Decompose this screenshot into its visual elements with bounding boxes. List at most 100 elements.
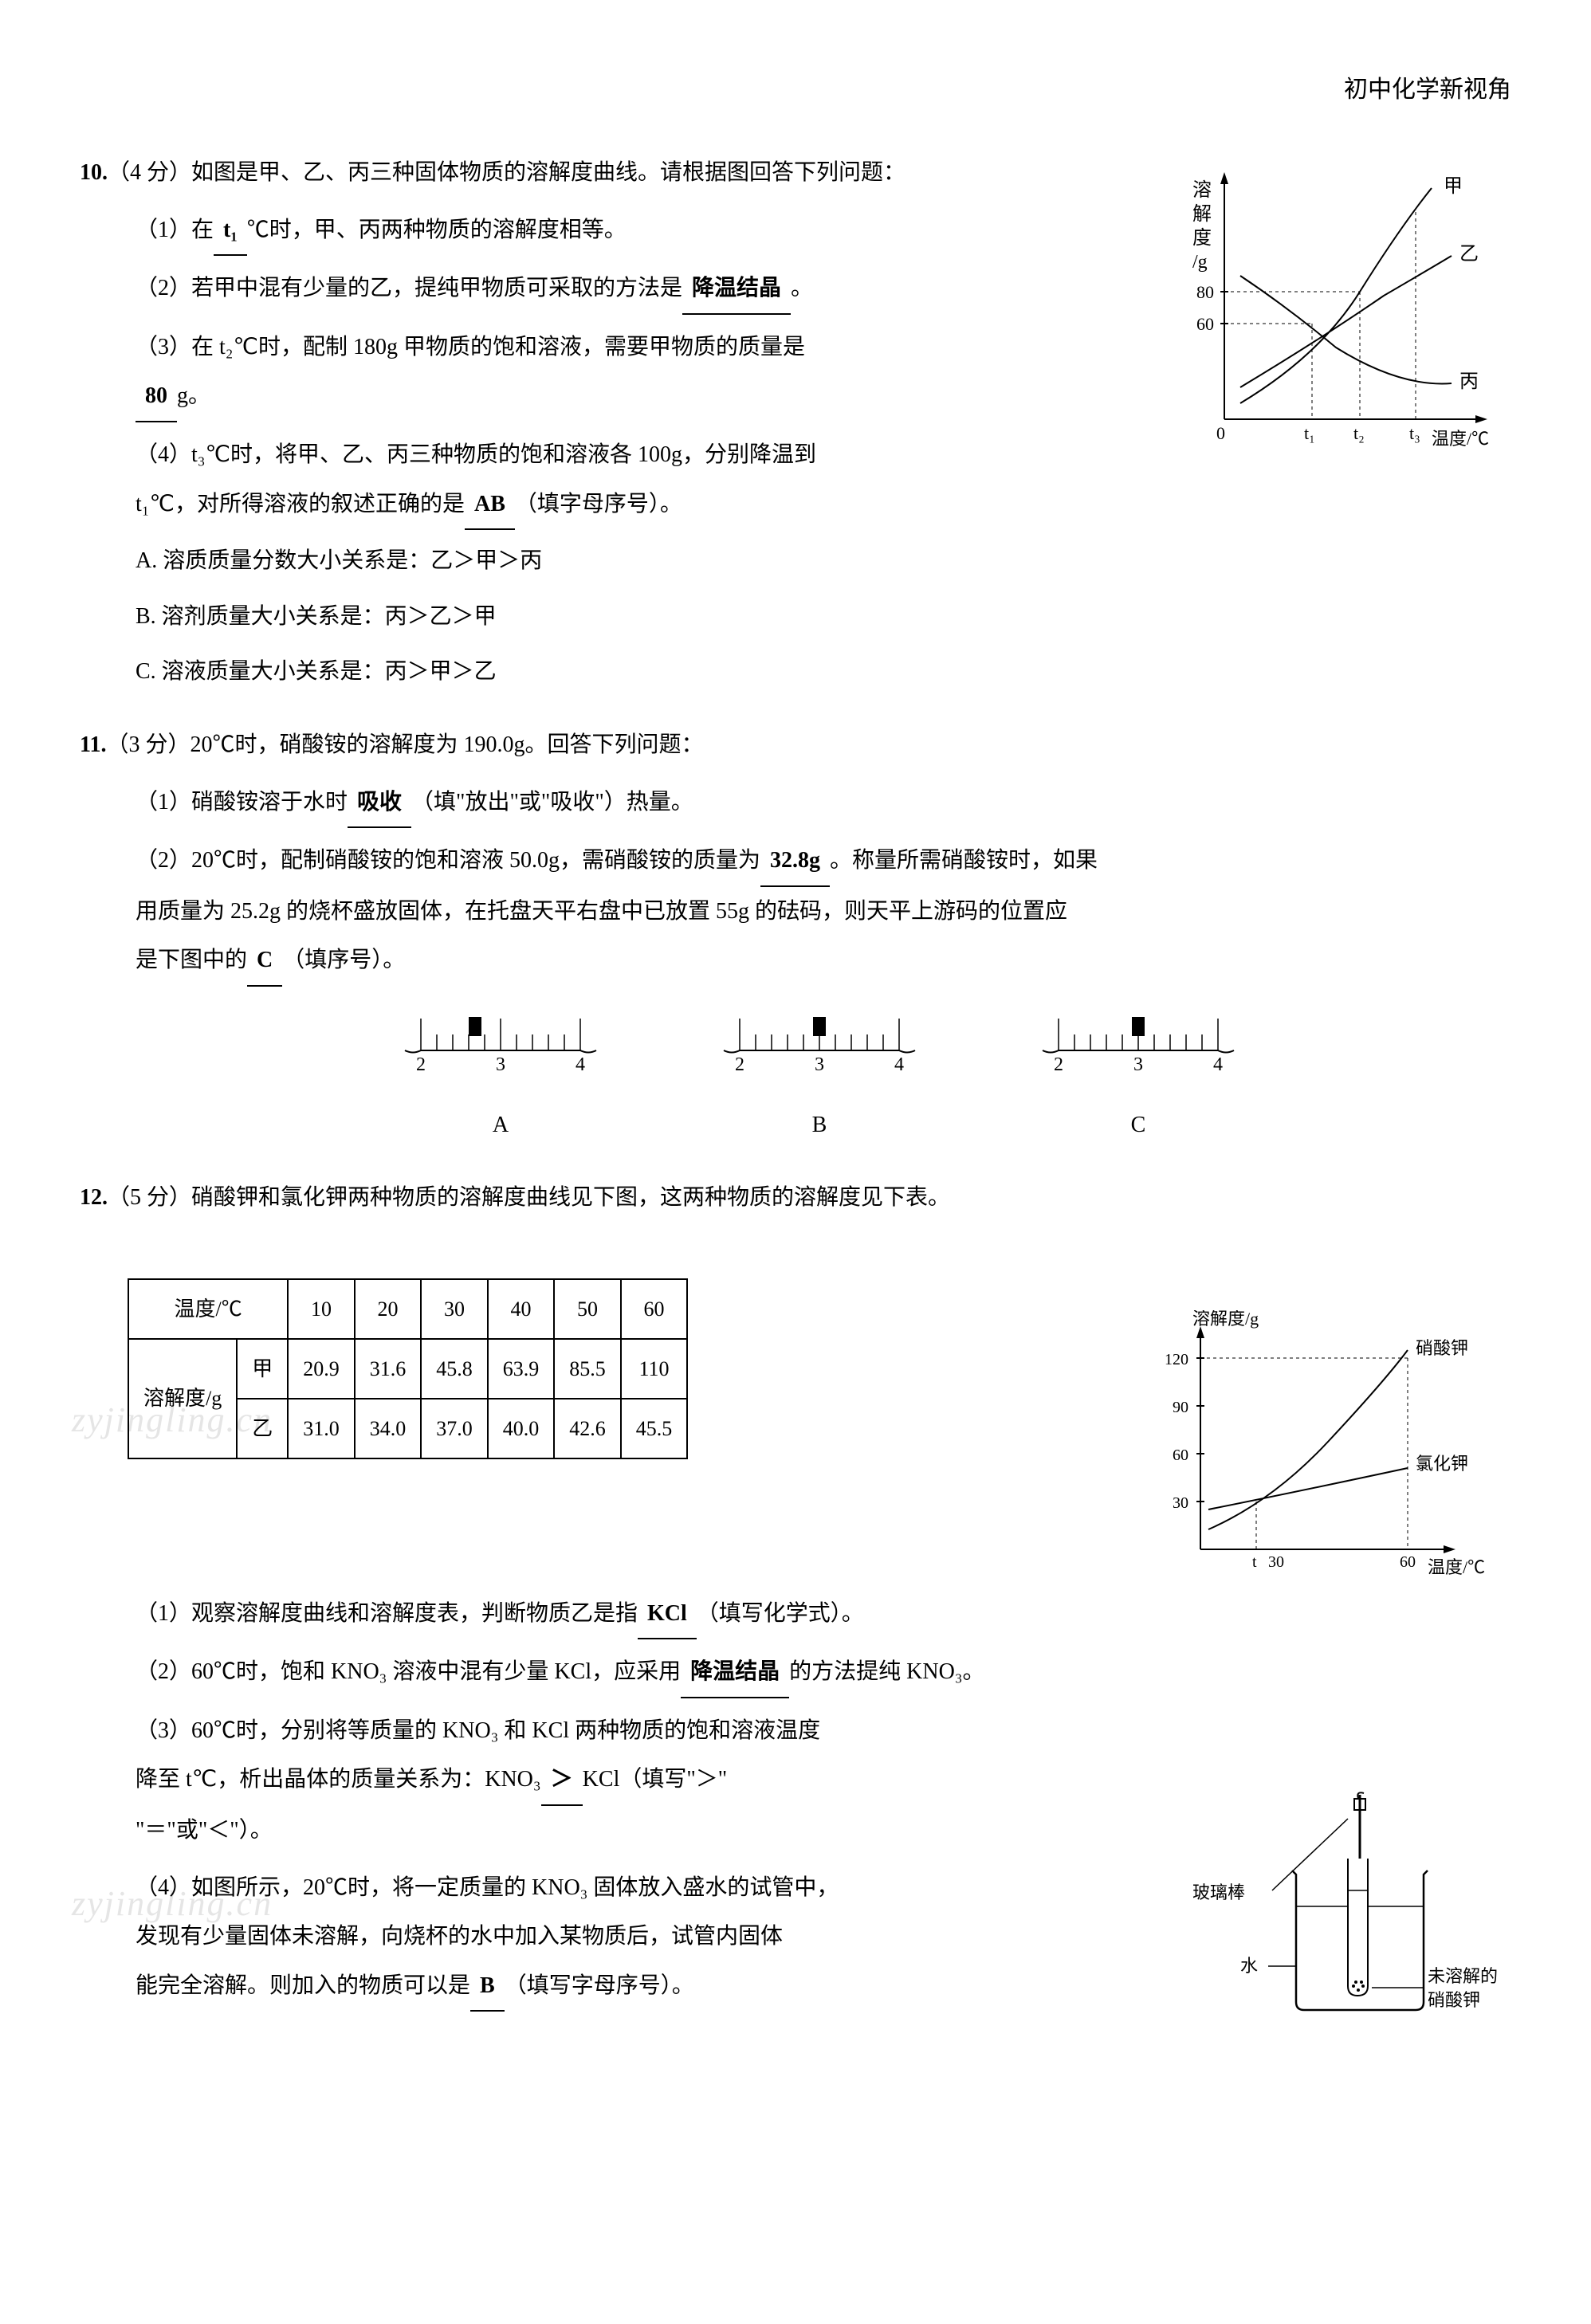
ruler-icon: 2 3 4 bbox=[1027, 1011, 1250, 1082]
q10-p1-answer: t₁ bbox=[214, 206, 247, 257]
svg-text:2: 2 bbox=[416, 1054, 426, 1075]
table-cell: 乙 bbox=[237, 1399, 288, 1458]
svg-text:t₁: t₁ bbox=[1304, 423, 1315, 443]
q10-optB: B. 溶剂质量大小关系是：丙＞乙＞甲 bbox=[136, 592, 1511, 642]
q10-optC: C. 溶液质量大小关系是：丙＞甲＞乙 bbox=[136, 647, 1511, 697]
text: （填写化学式）。 bbox=[697, 1601, 864, 1626]
q10-p3: （3）在 t₂℃时，配制 180g 甲物质的饱和溶液，需要甲物质的质量是 80g… bbox=[128, 323, 1084, 422]
ruler-label-B: B bbox=[708, 1101, 931, 1150]
ruler-C: 2 3 4 C bbox=[1027, 1011, 1250, 1149]
svg-text:度: 度 bbox=[1192, 227, 1212, 249]
svg-text:4: 4 bbox=[576, 1054, 585, 1075]
svg-text:解: 解 bbox=[1192, 203, 1212, 225]
page-header: 初中化学新视角 bbox=[80, 64, 1511, 116]
q12-p1-answer: KCl bbox=[638, 1589, 697, 1640]
svg-text:t₃: t₃ bbox=[1409, 423, 1420, 443]
table-cell: 42.6 bbox=[554, 1399, 621, 1458]
q11-intro: 20℃时，硝酸铵的溶解度为 190.0g。回答下列问题： bbox=[190, 732, 703, 757]
svg-text:水: 水 bbox=[1240, 1956, 1258, 1976]
table-header: 溶解度/g bbox=[128, 1339, 237, 1458]
svg-text:60: 60 bbox=[1400, 1553, 1416, 1571]
svg-text:硝酸钾: 硝酸钾 bbox=[1416, 1338, 1468, 1358]
q12-number: 12. bbox=[80, 1185, 108, 1210]
table-cell: 63.9 bbox=[488, 1339, 555, 1399]
svg-text:2: 2 bbox=[1054, 1054, 1063, 1075]
q10-p3-answer: 80 bbox=[136, 371, 177, 422]
table-cell: 110 bbox=[621, 1339, 688, 1399]
svg-text:t₂: t₂ bbox=[1353, 423, 1365, 443]
text: ℃时，甲、丙两种物质的溶解度相等。 bbox=[247, 218, 627, 242]
q10-options: A. 溶质质量分数大小关系是：乙＞甲＞丙 B. 溶剂质量大小关系是：丙＞乙＞甲 … bbox=[128, 536, 1511, 697]
text: （1）在 bbox=[136, 218, 214, 242]
q10-p2: （2）若甲中混有少量的乙，提纯甲物质可采取的方法是降温结晶。 bbox=[128, 264, 1084, 315]
q11-p2-answer: 32.8g bbox=[760, 836, 830, 887]
text: g。 bbox=[177, 383, 210, 408]
ruler-label-C: C bbox=[1027, 1101, 1250, 1150]
text: （1）硝酸铵溶于水时 bbox=[136, 790, 348, 815]
question-12: 12.（5 分）硝酸钾和氯化钾两种物质的溶解度曲线见下图，这两种物质的溶解度见下… bbox=[80, 1173, 1511, 2012]
table-cell: 45.8 bbox=[421, 1339, 488, 1399]
table-cell: 31.6 bbox=[355, 1339, 422, 1399]
text: （1）观察溶解度曲线和溶解度表，判断物质乙是指 bbox=[136, 1601, 638, 1626]
text: （3）在 t₂℃时，配制 180g 甲物质的饱和溶液，需要甲物质的质量是 bbox=[136, 335, 805, 359]
svg-text:溶解度/g: 溶解度/g bbox=[1192, 1310, 1259, 1329]
q10-p2-answer: 降温结晶 bbox=[682, 264, 791, 315]
text: 。 bbox=[791, 276, 813, 300]
ruler-icon: 2 3 4 bbox=[389, 1011, 612, 1082]
q10-number: 10. bbox=[80, 160, 108, 185]
table-cell: 50 bbox=[554, 1279, 621, 1339]
table-header: 温度/℃ bbox=[128, 1279, 288, 1339]
svg-text:/g: /g bbox=[1192, 252, 1208, 273]
solubility-chart2-icon: 溶解度/g 120 90 60 30 硝酸钾 氯化钾 t bbox=[1153, 1310, 1511, 1597]
text: （填"放出"或"吸收"）热量。 bbox=[411, 790, 693, 815]
beaker-diagram: 玻璃棒 水 未溶解的 硝酸钾 bbox=[1177, 1787, 1511, 2060]
q11-p1-answer: 吸收 bbox=[348, 778, 411, 829]
q10-optA: A. 溶质质量分数大小关系是：乙＞甲＞丙 bbox=[136, 536, 1511, 586]
svg-text:80: 80 bbox=[1196, 282, 1214, 302]
text: 能完全溶解。则加入的物质可以是 bbox=[136, 1973, 470, 1998]
svg-text:温度/℃: 温度/℃ bbox=[1432, 429, 1489, 449]
table-cell: 30 bbox=[421, 1279, 488, 1339]
q11-number: 11. bbox=[80, 732, 106, 757]
table-cell: 20 bbox=[355, 1279, 422, 1339]
beaker-icon: 玻璃棒 水 未溶解的 硝酸钾 bbox=[1177, 1787, 1511, 2042]
text: （填写字母序号）。 bbox=[505, 1973, 694, 1998]
q12-p4-answer: B bbox=[470, 1961, 505, 2012]
q10-p4: （4）t₃℃时，将甲、乙、丙三种物质的饱和溶液各 100g，分别降温到 t₁℃，… bbox=[128, 430, 1084, 530]
solubility-chart-icon: 溶 解 度 /g 80 60 甲 乙 丙 0 t₁ t₂ t bbox=[1177, 164, 1511, 467]
q12-p2: （2）60℃时，饱和 KNO₃ 溶液中混有少量 KCl，应采用降温结晶的方法提纯… bbox=[128, 1647, 1511, 1698]
q11-p2: （2）20℃时，配制硝酸铵的饱和溶液 50.0g，需硝酸铵的质量为32.8g。称… bbox=[128, 836, 1511, 987]
svg-text:4: 4 bbox=[1213, 1054, 1223, 1075]
table-cell: 40 bbox=[488, 1279, 555, 1339]
svg-text:甲: 甲 bbox=[1444, 176, 1463, 197]
svg-text:硝酸钾: 硝酸钾 bbox=[1428, 1990, 1480, 2010]
text: （填序号）。 bbox=[282, 948, 405, 972]
ruler-B: 2 3 4 B bbox=[708, 1011, 931, 1149]
text: （3）60℃时，分别将等质量的 KNO₃ 和 KCl 两种物质的饱和溶液温度 bbox=[136, 1706, 1084, 1756]
q12-p2-answer: 降温结晶 bbox=[681, 1647, 789, 1698]
ruler-label-A: A bbox=[389, 1101, 612, 1150]
table-cell: 37.0 bbox=[421, 1399, 488, 1458]
table-cell: 85.5 bbox=[554, 1339, 621, 1399]
q12-points: （5 分） bbox=[108, 1185, 191, 1210]
text: 用质量为 25.2g 的烧杯盛放固体，在托盘天平右盘中已放置 55g 的砝码，则… bbox=[136, 887, 1511, 936]
q12-chart: 溶解度/g 120 90 60 30 硝酸钾 氯化钾 t bbox=[1153, 1310, 1511, 1615]
text: KCl（填写"＞" bbox=[583, 1767, 728, 1792]
q10-intro: 如图是甲、乙、丙三种固体物质的溶解度曲线。请根据图回答下列问题： bbox=[191, 160, 905, 185]
text: 是下图中的 bbox=[136, 948, 247, 972]
ruler-row: 2 3 4 A 2 3 4 bbox=[128, 1011, 1511, 1149]
table-cell: 60 bbox=[621, 1279, 688, 1339]
text: 发现有少量固体未溶解，向烧杯的水中加入某物质后，试管内固体 bbox=[136, 1912, 1084, 1961]
svg-text:3: 3 bbox=[496, 1054, 505, 1075]
svg-text:玻璃棒: 玻璃棒 bbox=[1192, 1882, 1245, 1902]
table-cell: 45.5 bbox=[621, 1399, 688, 1458]
text: t₁℃，对所得溶液的叙述正确的是 bbox=[136, 492, 465, 516]
svg-text:60: 60 bbox=[1173, 1447, 1188, 1464]
ruler-A: 2 3 4 A bbox=[389, 1011, 612, 1149]
svg-text:0: 0 bbox=[1216, 423, 1225, 443]
svg-text:30: 30 bbox=[1173, 1494, 1188, 1512]
svg-text:3: 3 bbox=[815, 1054, 824, 1075]
svg-text:120: 120 bbox=[1165, 1351, 1188, 1368]
q12-p4: （4）如图所示，20℃时，将一定质量的 KNO₃ 固体放入盛水的试管中， 发现有… bbox=[128, 1863, 1084, 2012]
svg-text:4: 4 bbox=[894, 1054, 904, 1075]
